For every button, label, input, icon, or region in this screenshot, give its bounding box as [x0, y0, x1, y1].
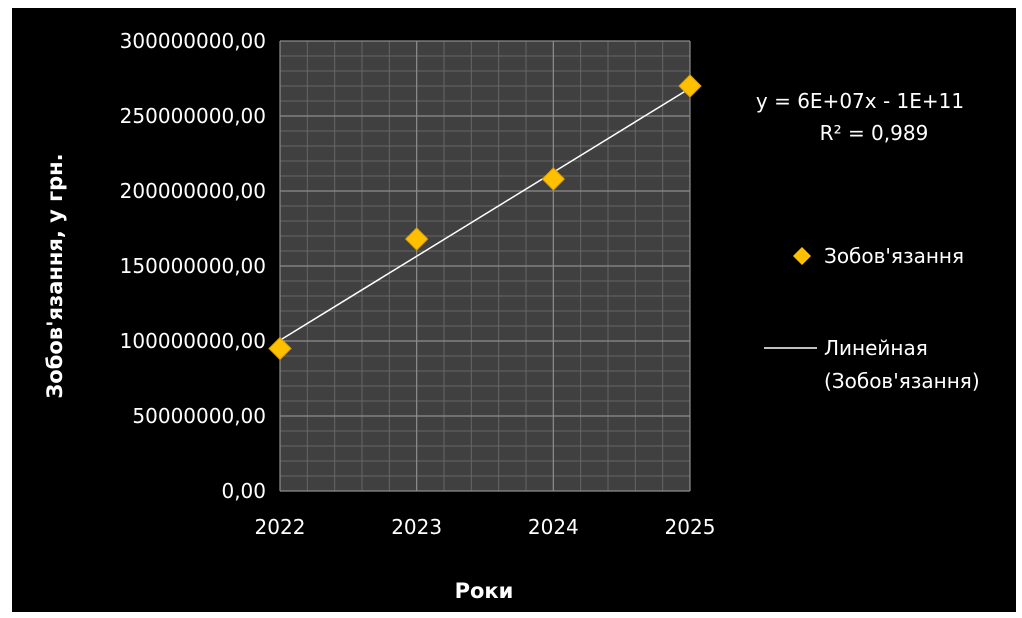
- x-tick-label: 2023: [391, 515, 442, 539]
- x-axis-ticks: 2022 2023 2024 2025: [255, 515, 716, 539]
- data-points: [268, 74, 702, 361]
- data-point-diamond: [268, 336, 292, 361]
- grid-lines: [279, 40, 691, 492]
- trendline-r-squared: R² = 0,989: [820, 121, 929, 145]
- y-axis-ticks: 0,00 50000000,00 100000000,00 150000000,00 2…: [120, 29, 266, 503]
- scatter-chart: 0,00 50000000,00 100000000,00 150000000,00 2…: [43, 29, 980, 603]
- y-tick-label: 100000000,00: [120, 329, 266, 353]
- y-tick-label: 0,00: [221, 479, 266, 503]
- x-axis-title: Роки: [455, 579, 514, 603]
- y-tick-label: 250000000,00: [120, 104, 266, 128]
- y-axis-title: Зобов'язання, у грн.: [43, 153, 67, 398]
- x-tick-label: 2022: [255, 515, 306, 539]
- legend-label-trendline-line1: Линейная: [824, 336, 928, 360]
- x-tick-label: 2024: [528, 515, 579, 539]
- legend-marker-diamond: [793, 247, 811, 265]
- legend-label-series: Зобов'язання: [824, 244, 964, 268]
- x-tick-label: 2025: [665, 515, 716, 539]
- chart-frame: 0,00 50000000,00 100000000,00 150000000,00 2…: [12, 8, 1016, 612]
- y-tick-label: 200000000,00: [120, 179, 266, 203]
- legend-label-trendline-line2: (Зобов'язання): [824, 369, 980, 393]
- data-point-diamond: [678, 74, 702, 98]
- trendline: [279, 87, 691, 341]
- trendline-line: [279, 87, 691, 341]
- y-tick-label: 50000000,00: [132, 404, 266, 428]
- trendline-equation: y = 6E+07x - 1E+11: [756, 89, 964, 113]
- data-point-diamond: [404, 227, 429, 251]
- y-tick-label: 300000000,00: [120, 29, 266, 53]
- legend: Зобов'язання Линейная (Зобов'язання): [764, 244, 980, 393]
- y-tick-label: 150000000,00: [120, 254, 266, 278]
- data-point-diamond: [541, 167, 566, 191]
